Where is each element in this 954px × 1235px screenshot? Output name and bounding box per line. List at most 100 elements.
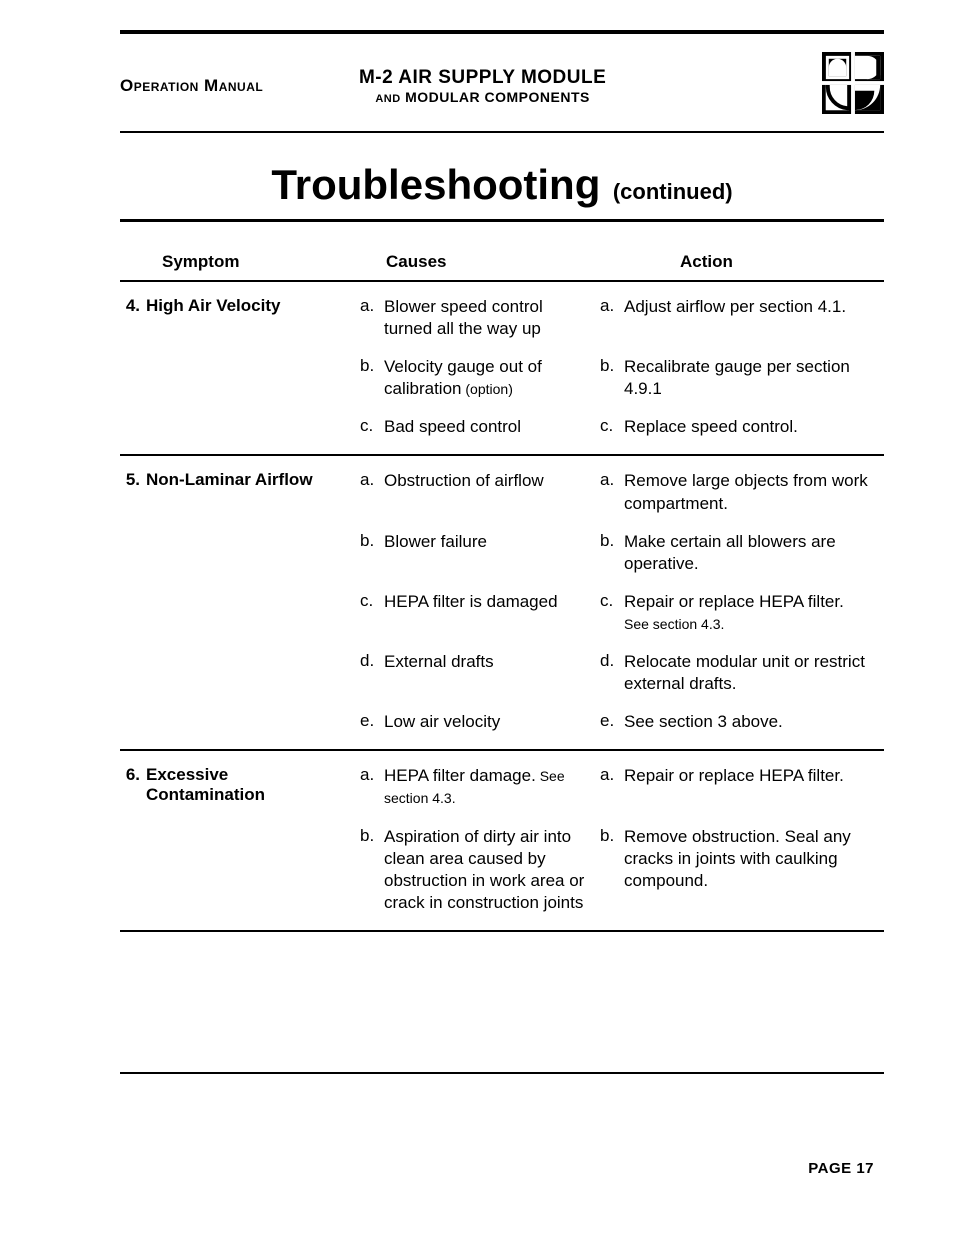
table-section: 5.Non-Laminar Airflowa.Obstruction of ai… <box>120 456 884 751</box>
cause-letter: b. <box>360 356 384 400</box>
col-head-symptom: Symptom <box>120 252 360 272</box>
symptom-cell: 4.High Air Velocity <box>120 296 360 438</box>
cause-text: Blower speed control turned all the way … <box>384 296 600 340</box>
table-row: b.Aspiration of dirty air into clean are… <box>360 826 884 914</box>
page-title: Troubleshooting <box>271 161 600 208</box>
action-letter: a. <box>600 470 624 514</box>
action-text: Recalibrate gauge per section 4.9.1 <box>624 356 884 400</box>
pairs-column: a.HEPA filter damage. See section 4.3.a.… <box>360 765 884 914</box>
action-cell: b.Remove obstruction. Seal any cracks in… <box>600 826 884 914</box>
cause-cell: c.Bad speed control <box>360 416 600 438</box>
action-cell: b.Make certain all blowers are operative… <box>600 531 884 575</box>
col-head-causes: Causes <box>360 252 600 272</box>
cause-letter: b. <box>360 531 384 575</box>
cause-cell: b.Velocity gauge out of calibration (opt… <box>360 356 600 400</box>
action-letter: b. <box>600 531 624 575</box>
action-cell: a.Repair or replace HEPA filter. <box>600 765 884 809</box>
action-letter: c. <box>600 416 624 438</box>
table-row: e.Low air velocitye.See section 3 above. <box>360 711 884 733</box>
table-body: 4.High Air Velocitya.Blower speed contro… <box>120 282 884 932</box>
cause-text: External drafts <box>384 651 600 695</box>
symptom-text: Excessive Contamination <box>146 765 360 914</box>
action-text: See section 3 above. <box>624 711 884 733</box>
cause-letter: a. <box>360 765 384 809</box>
symptom-text: High Air Velocity <box>146 296 360 438</box>
symptom-number: 6. <box>120 765 146 914</box>
table-row: a.HEPA filter damage. See section 4.3.a.… <box>360 765 884 809</box>
cause-cell: e.Low air velocity <box>360 711 600 733</box>
cause-cell: c.HEPA filter is damaged <box>360 591 600 635</box>
cause-cell: a.Blower speed control turned all the wa… <box>360 296 600 340</box>
header-title-line2: AND MODULAR COMPONENTS <box>143 89 822 105</box>
cause-cell: a.Obstruction of airflow <box>360 470 600 514</box>
action-letter: a. <box>600 765 624 809</box>
cause-letter: b. <box>360 826 384 914</box>
cause-text: Low air velocity <box>384 711 600 733</box>
table-row: a.Obstruction of airflowa.Remove large o… <box>360 470 884 514</box>
action-cell: d.Relocate modular unit or restrict exte… <box>600 651 884 695</box>
col-head-action: Action <box>600 252 884 272</box>
action-text: Repair or replace HEPA filter. <box>624 765 884 809</box>
cause-letter: a. <box>360 470 384 514</box>
cause-cell: a.HEPA filter damage. See section 4.3. <box>360 765 600 809</box>
symptom-text: Non-Laminar Airflow <box>146 470 360 733</box>
action-letter: e. <box>600 711 624 733</box>
table-section: 6.Excessive Contaminationa.HEPA filter d… <box>120 751 884 932</box>
action-text: Repair or replace HEPA filter. See secti… <box>624 591 884 635</box>
logo-icon <box>822 52 884 114</box>
cause-letter: e. <box>360 711 384 733</box>
action-text: Make certain all blowers are operative. <box>624 531 884 575</box>
cause-text: HEPA filter damage. See section 4.3. <box>384 765 600 809</box>
table-row: a.Blower speed control turned all the wa… <box>360 296 884 340</box>
action-letter: d. <box>600 651 624 695</box>
action-cell: b.Recalibrate gauge per section 4.9.1 <box>600 356 884 400</box>
brand-logo <box>822 52 884 119</box>
action-text: Remove large objects from work compartme… <box>624 470 884 514</box>
action-cell: a.Adjust airflow per section 4.1. <box>600 296 884 340</box>
action-note: See section 4.3. <box>624 616 724 632</box>
table-row: c.Bad speed controlc.Replace speed contr… <box>360 416 884 438</box>
action-letter: a. <box>600 296 624 340</box>
cause-note: See section 4.3. <box>384 768 565 806</box>
table-section: 4.High Air Velocitya.Blower speed contro… <box>120 282 884 456</box>
action-text: Relocate modular unit or restrict extern… <box>624 651 884 695</box>
header-center: M-2 AIR SUPPLY MODULE AND MODULAR COMPON… <box>143 67 822 105</box>
action-text: Remove obstruction. Seal any cracks in j… <box>624 826 884 914</box>
cause-text: Aspiration of dirty air into clean area … <box>384 826 600 914</box>
title-underline <box>120 219 884 222</box>
pairs-column: a.Obstruction of airflowa.Remove large o… <box>360 470 884 733</box>
action-cell: e.See section 3 above. <box>600 711 884 733</box>
symptom-cell: 5.Non-Laminar Airflow <box>120 470 360 733</box>
action-text: Adjust airflow per section 4.1. <box>624 296 884 340</box>
symptom-number: 4. <box>120 296 146 438</box>
table-row: b.Velocity gauge out of calibration (opt… <box>360 356 884 400</box>
page-title-suffix: (continued) <box>613 179 733 204</box>
pairs-column: a.Blower speed control turned all the wa… <box>360 296 884 438</box>
cause-cell: d.External drafts <box>360 651 600 695</box>
cause-text: Blower failure <box>384 531 600 575</box>
table-column-headers: Symptom Causes Action <box>120 252 884 282</box>
page-number: PAGE 17 <box>808 1160 874 1177</box>
cause-letter: c. <box>360 591 384 635</box>
table-row: c.HEPA filter is damagedc.Repair or repl… <box>360 591 884 635</box>
cause-letter: d. <box>360 651 384 695</box>
cause-cell: b.Aspiration of dirty air into clean are… <box>360 826 600 914</box>
page-header: Operation Manual M-2 AIR SUPPLY MODULE A… <box>120 34 884 131</box>
action-cell: a.Remove large objects from work compart… <box>600 470 884 514</box>
action-text: Replace speed control. <box>624 416 884 438</box>
cause-letter: a. <box>360 296 384 340</box>
cause-note: (option) <box>462 381 513 397</box>
troubleshooting-table: Symptom Causes Action 4.High Air Velocit… <box>120 252 884 932</box>
action-letter: b. <box>600 826 624 914</box>
cause-text: HEPA filter is damaged <box>384 591 600 635</box>
symptom-cell: 6.Excessive Contamination <box>120 765 360 914</box>
table-row: d.External draftsd.Relocate modular unit… <box>360 651 884 695</box>
symptom-number: 5. <box>120 470 146 733</box>
cause-cell: b.Blower failure <box>360 531 600 575</box>
action-cell: c.Repair or replace HEPA filter. See sec… <box>600 591 884 635</box>
action-letter: c. <box>600 591 624 635</box>
page-title-row: Troubleshooting (continued) <box>120 133 884 219</box>
table-row: b.Blower failureb.Make certain all blowe… <box>360 531 884 575</box>
cause-letter: c. <box>360 416 384 438</box>
cause-text: Obstruction of airflow <box>384 470 600 514</box>
